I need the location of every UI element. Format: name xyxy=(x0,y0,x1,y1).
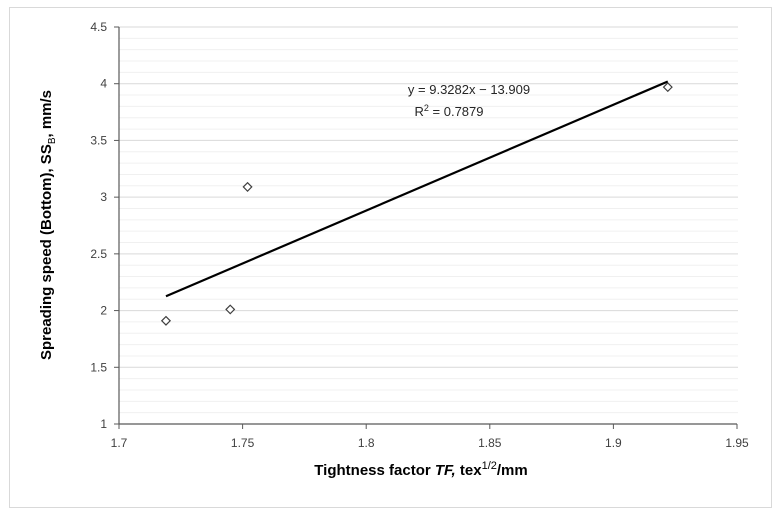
x-tick-label: 1.95 xyxy=(725,436,749,450)
x-tick-label: 1.9 xyxy=(605,436,622,450)
y-axis-title: Spreading speed (Bottom), SSB, mm/s xyxy=(38,90,58,360)
axes xyxy=(114,26,738,429)
y-tick-label: 3.5 xyxy=(90,133,107,147)
x-tick-label: 1.75 xyxy=(231,436,255,450)
gridlines xyxy=(119,26,738,414)
trendline xyxy=(165,80,669,298)
y-tick-label: 1.5 xyxy=(90,360,107,374)
r-squared-label: R2 = 0.7879 xyxy=(415,103,484,119)
tick-labels: 1 1.5 2 2.5 3 3.5 4 4.5 1.7 1.75 1.8 1.85 1.9 1.95 xyxy=(90,20,749,450)
data-point-diamond xyxy=(662,82,673,93)
y-tick-label: 4 xyxy=(100,77,107,91)
trendline-line xyxy=(165,80,669,298)
data-point-diamond xyxy=(160,315,172,326)
x-tick-label: 1.7 xyxy=(111,436,128,450)
x-axis-title: Tightness factor TF, tex1/2/mm xyxy=(314,460,527,479)
data-points xyxy=(160,82,673,326)
data-point-diamond xyxy=(225,304,236,315)
trendline-equation: y = 9.3282x − 13.909 xyxy=(408,82,530,97)
x-tick-label: 1.8 xyxy=(358,436,375,450)
y-tick-label: 2 xyxy=(100,304,107,318)
x-tick-label: 1.85 xyxy=(478,436,502,450)
y-tick-label: 3 xyxy=(100,190,107,204)
y-tick-label: 2.5 xyxy=(90,247,107,261)
y-tick-label: 4.5 xyxy=(90,20,107,34)
data-point-diamond xyxy=(242,181,253,192)
y-tick-label: 1 xyxy=(100,417,107,431)
